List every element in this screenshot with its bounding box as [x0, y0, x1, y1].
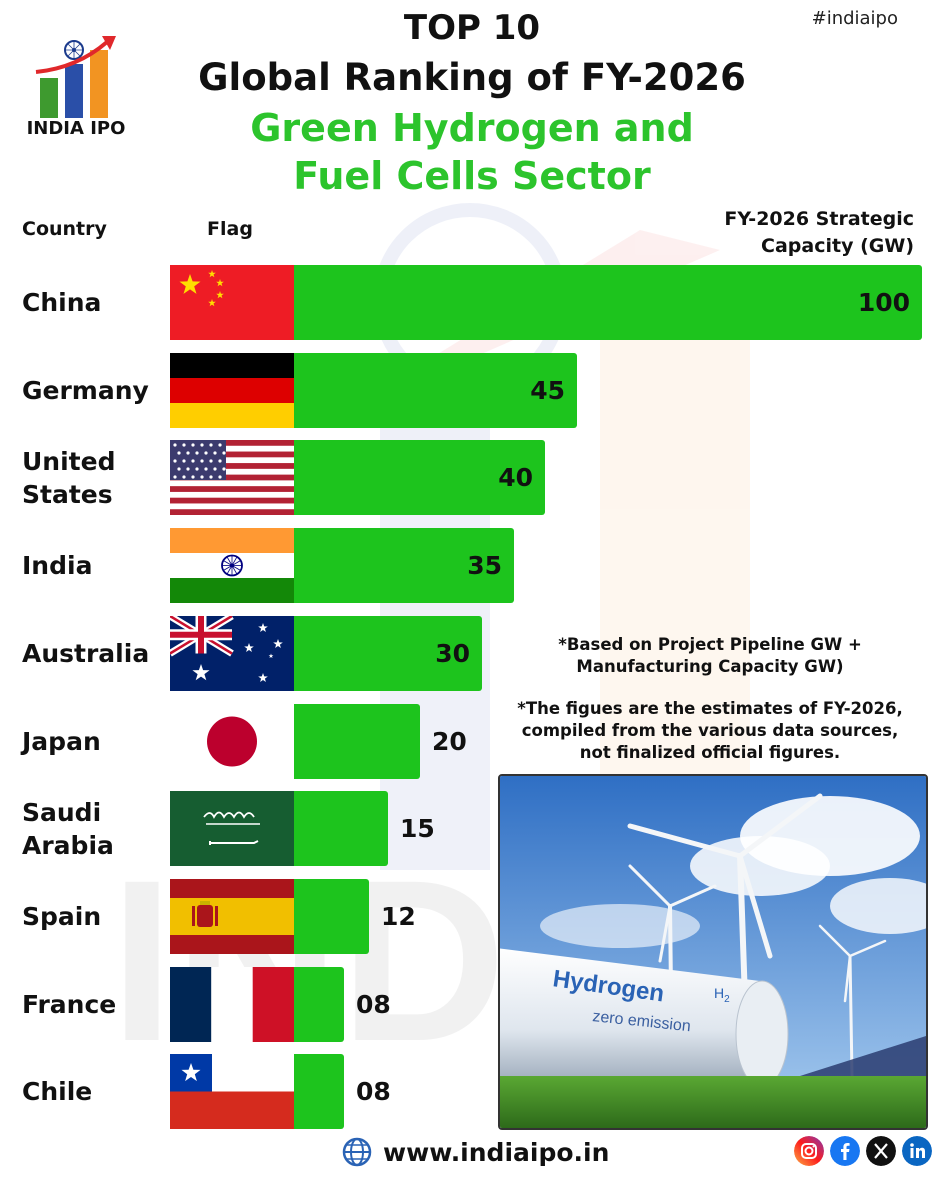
- tank-formula: H2: [714, 985, 730, 1005]
- x-icon[interactable]: [866, 1136, 896, 1166]
- linkedin-icon[interactable]: [902, 1136, 932, 1166]
- country-label-line: Arabia: [22, 830, 114, 860]
- bar: [294, 265, 922, 340]
- country-label-line: Spain: [22, 902, 102, 931]
- country-label: Germany: [22, 374, 149, 407]
- bar: [294, 791, 388, 866]
- country-label: Chile: [22, 1075, 92, 1108]
- column-header-country: Country: [22, 218, 107, 240]
- column-header-capacity: FY-2026 Strategic Capacity (GW): [654, 206, 914, 260]
- country-label-line: States: [22, 479, 113, 509]
- note-disclaimer-line3: not finalized official figures.: [579, 743, 841, 762]
- australia-flag: [170, 616, 294, 691]
- country-label-line: India: [22, 551, 93, 580]
- logo-text: INDIA IPO: [26, 118, 126, 139]
- title-top: TOP 10: [403, 8, 541, 48]
- value-label: 08: [356, 1077, 391, 1106]
- india-flag: [170, 528, 294, 603]
- bar: [294, 440, 545, 515]
- spain-flag: [170, 879, 294, 954]
- title-main: Global Ranking of FY-2026: [198, 56, 746, 99]
- hydrogen-tank-illustration: Hydrogen H2 zero emission: [500, 776, 926, 1128]
- capacity-header-line1: FY-2026 Strategic: [724, 208, 914, 230]
- country-label-line: Australia: [22, 639, 150, 668]
- country-label-line: France: [22, 990, 117, 1019]
- bar: [294, 353, 577, 428]
- note-methodology-line2: Manufacturing Capacity GW): [576, 657, 844, 676]
- country-label-line: Chile: [22, 1077, 93, 1106]
- value-label: 08: [356, 990, 391, 1019]
- country-label: Australia: [22, 637, 149, 670]
- country-label-line: Saudi: [22, 797, 102, 827]
- value-label: 12: [381, 902, 416, 931]
- website-text: www.indiaipo.in: [383, 1137, 610, 1167]
- instagram-icon[interactable]: [794, 1136, 824, 1166]
- india-ipo-logo: [35, 36, 116, 118]
- bar: [294, 704, 420, 779]
- value-label: 40: [498, 463, 533, 492]
- note-disclaimer: *The figues are the estimates of FY-2026…: [500, 698, 920, 764]
- title-sector-line2: Fuel Cells Sector: [293, 154, 651, 198]
- country-label: France: [22, 988, 116, 1021]
- japan-flag: [170, 704, 294, 779]
- website-link[interactable]: www.indiaipo.in: [341, 1134, 609, 1170]
- country-label: United States: [22, 445, 115, 511]
- saudi-arabia-flag: [170, 791, 294, 866]
- country-label: Saudi Arabia: [22, 796, 114, 862]
- value-label: 15: [400, 814, 435, 843]
- value-label: 35: [467, 551, 502, 580]
- bar: [294, 879, 369, 954]
- country-label-line: China: [22, 288, 102, 317]
- france-flag: [170, 967, 294, 1042]
- country-label-line: United: [22, 446, 116, 476]
- hydrogen-tank-photo: Hydrogen H2 zero emission: [498, 774, 928, 1130]
- social-links: [794, 1136, 932, 1166]
- country-label: India: [22, 549, 92, 582]
- bar: [294, 528, 514, 603]
- facebook-icon[interactable]: [830, 1136, 860, 1166]
- bar: [294, 1054, 344, 1129]
- title-sector-line1: Green Hydrogen and: [250, 106, 694, 150]
- note-methodology-line1: *Based on Project Pipeline GW +: [558, 635, 862, 654]
- value-label: 20: [432, 727, 467, 756]
- country-label: Japan: [22, 725, 101, 758]
- globe-icon: [342, 1137, 372, 1167]
- country-label-line: Japan: [22, 727, 101, 756]
- germany-flag: [170, 353, 294, 428]
- country-label-line: Germany: [22, 376, 149, 405]
- hashtag: #indiaipo: [811, 8, 898, 29]
- note-disclaimer-line1: *The figues are the estimates of FY-2026…: [517, 699, 903, 718]
- bar: [294, 616, 482, 691]
- value-label: 100: [857, 288, 910, 317]
- usa-flag: [170, 440, 294, 515]
- chile-flag: [170, 1054, 294, 1129]
- china-flag: [170, 265, 294, 340]
- note-methodology: *Based on Project Pipeline GW + Manufact…: [500, 634, 920, 678]
- capacity-header-line2: Capacity (GW): [761, 235, 914, 257]
- bar: [294, 967, 344, 1042]
- column-header-flag: Flag: [207, 218, 253, 240]
- note-disclaimer-line2: compiled from the various data sources,: [521, 721, 899, 740]
- value-label: 45: [530, 376, 565, 405]
- value-label: 30: [435, 639, 470, 668]
- country-label: China: [22, 286, 101, 319]
- country-label: Spain: [22, 900, 101, 933]
